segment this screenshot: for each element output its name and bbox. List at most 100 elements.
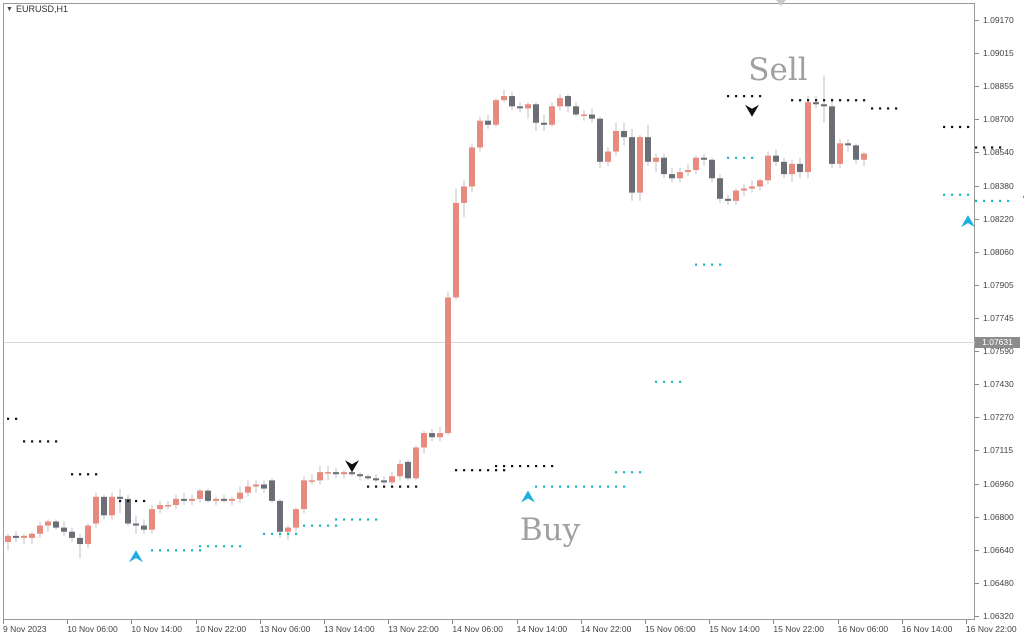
time-label: 9 Nov 2023 xyxy=(3,624,47,634)
time-tick xyxy=(516,620,518,624)
price-label: 1.08380 xyxy=(983,180,1014,191)
resistance-dot xyxy=(47,440,50,443)
time-axis[interactable]: 9 Nov 2023 10 Nov 06:00 10 Nov 14:00 10 Nov… xyxy=(0,620,1024,640)
current-price-label: 1.07631 xyxy=(975,336,1020,348)
support-dot xyxy=(623,485,626,488)
bearish-candle xyxy=(509,96,515,107)
support-dot xyxy=(215,545,218,548)
bearish-candle xyxy=(221,498,227,501)
bullish-candle xyxy=(29,533,35,538)
time-tick xyxy=(773,620,775,624)
support-dot xyxy=(223,545,226,548)
support-dot xyxy=(1007,199,1010,203)
bullish-candle xyxy=(85,525,91,545)
price-tick xyxy=(975,450,979,452)
price-tick xyxy=(975,152,979,154)
bearish-candle xyxy=(365,476,371,479)
time-tick xyxy=(837,620,839,624)
price-label: 1.07270 xyxy=(983,412,1014,423)
bearish-candle xyxy=(669,174,675,179)
support-dot xyxy=(367,518,370,521)
bearish-candle xyxy=(813,102,819,105)
resistance-dot xyxy=(519,464,522,468)
bearish-candle xyxy=(629,137,635,193)
support-dot xyxy=(351,518,354,521)
resistance-dot xyxy=(991,146,994,149)
resistance-dot xyxy=(879,107,882,110)
price-tick xyxy=(975,284,979,286)
bearish-candle xyxy=(645,137,651,162)
bullish-candle xyxy=(173,498,179,506)
resistance-dot xyxy=(487,469,490,472)
resistance-dot xyxy=(455,469,458,472)
bullish-candle xyxy=(733,190,739,201)
resistance-dot xyxy=(503,469,506,472)
resistance-dot xyxy=(807,99,810,102)
resistance-dot xyxy=(495,469,498,472)
resistance-dot xyxy=(39,440,42,443)
sell-arrow-icon xyxy=(345,460,359,473)
support-dot xyxy=(711,263,714,266)
triangle-down-icon[interactable]: ▼ xyxy=(6,5,13,13)
support-dot xyxy=(311,524,314,527)
resistance-dot xyxy=(55,440,58,443)
support-dot xyxy=(271,532,274,535)
price-tick xyxy=(975,582,979,584)
price-tick xyxy=(975,417,979,419)
time-tick xyxy=(131,620,133,624)
time-tick xyxy=(966,620,967,624)
bullish-candle xyxy=(693,157,699,171)
plot-area[interactable] xyxy=(3,3,975,620)
support-dot xyxy=(191,549,194,552)
support-dot xyxy=(263,532,266,535)
price-tick xyxy=(975,616,979,617)
bullish-candle xyxy=(501,96,507,101)
bearish-candle xyxy=(773,155,779,162)
bearish-candle xyxy=(701,157,707,160)
price-axis[interactable]: 1.09170 1.09015 1.08855 1.08700 1.08540 1.083… xyxy=(975,0,1024,621)
support-dot xyxy=(551,485,554,488)
resistance-dot xyxy=(143,499,146,503)
resistance-dot xyxy=(983,146,986,149)
support-dot xyxy=(183,549,186,552)
support-dot xyxy=(983,199,986,203)
bullish-candle xyxy=(421,433,427,448)
bearish-candle xyxy=(405,461,411,479)
resistance-dot xyxy=(855,99,858,102)
resistance-dot xyxy=(535,464,538,468)
bearish-candle xyxy=(709,159,715,179)
bearish-candle xyxy=(357,474,363,477)
price-tick xyxy=(975,384,979,386)
chart-shift-marker[interactable] xyxy=(776,0,786,6)
support-dot xyxy=(631,471,634,474)
bullish-candle xyxy=(685,170,691,173)
support-dot xyxy=(599,485,602,488)
bullish-candle xyxy=(325,472,331,474)
bearish-candle xyxy=(69,531,75,538)
buy-signal-label: Buy xyxy=(520,512,581,548)
resistance-dot xyxy=(799,99,802,102)
resistance-dot xyxy=(743,95,746,98)
support-dot xyxy=(671,380,674,383)
buy-arrow-icon xyxy=(521,490,535,503)
support-dot xyxy=(623,471,626,474)
bullish-candle xyxy=(37,525,43,534)
bullish-candle xyxy=(837,143,843,164)
bullish-candle xyxy=(293,509,299,528)
time-tick xyxy=(259,620,261,624)
bearish-candle xyxy=(853,145,859,160)
resistance-dot xyxy=(887,107,890,110)
support-dot xyxy=(375,518,378,521)
bearish-candle xyxy=(117,496,123,499)
support-dot xyxy=(967,193,970,196)
price-label: 1.07115 xyxy=(983,445,1014,456)
support-dot xyxy=(175,549,178,552)
bullish-candle xyxy=(653,157,659,162)
bearish-candle xyxy=(277,500,283,532)
buy-arrow-icon xyxy=(129,550,143,563)
support-dot xyxy=(327,524,330,527)
support-dot xyxy=(199,545,202,548)
support-dot xyxy=(615,485,618,488)
